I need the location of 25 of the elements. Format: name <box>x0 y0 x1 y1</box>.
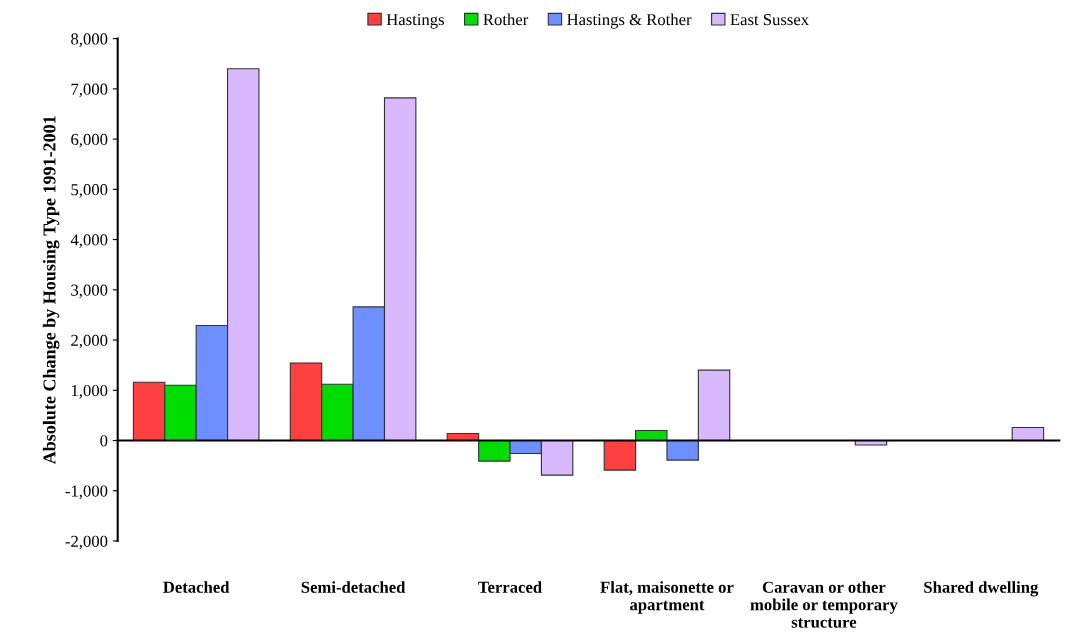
bar <box>697 369 731 442</box>
x-tick-label: Semi-detached <box>301 581 406 593</box>
y-tick-label: 8,000 <box>71 33 108 47</box>
y-tick-label: 6,000 <box>71 133 108 148</box>
legend-label: Rother <box>483 13 529 26</box>
bar <box>666 439 699 461</box>
x-tick-label: Detached <box>163 581 230 593</box>
y-axis-title: Absolute Change by Housing Type 1991-2001 <box>42 116 60 465</box>
x-tick-label: Flat, maisonette or apartment <box>600 581 734 614</box>
y-tick-label: -2,000 <box>65 535 108 550</box>
bar <box>603 439 637 471</box>
y-tick-label: -1,000 <box>65 485 108 500</box>
legend-label: East Sussex <box>730 14 809 26</box>
x-tick-label: Caravan or other mobile or temporary structure <box>750 581 898 628</box>
x-tick-label: Terraced <box>478 581 542 593</box>
y-tick-label: 4,000 <box>70 234 108 248</box>
y-tick-label: 0 <box>100 435 108 447</box>
legend-label: Hastings & Rother <box>567 13 692 29</box>
legend-label: Hastings <box>386 14 444 29</box>
x-tick-label: Shared dwelling <box>924 581 1039 597</box>
y-tick-label: 5,000 <box>71 184 108 198</box>
y-tick-label: 1,000 <box>71 384 108 399</box>
y-tick-label: 3,000 <box>71 284 108 299</box>
y-tick-label: 2,000 <box>71 334 108 349</box>
y-tick-label: 7,000 <box>71 83 108 98</box>
